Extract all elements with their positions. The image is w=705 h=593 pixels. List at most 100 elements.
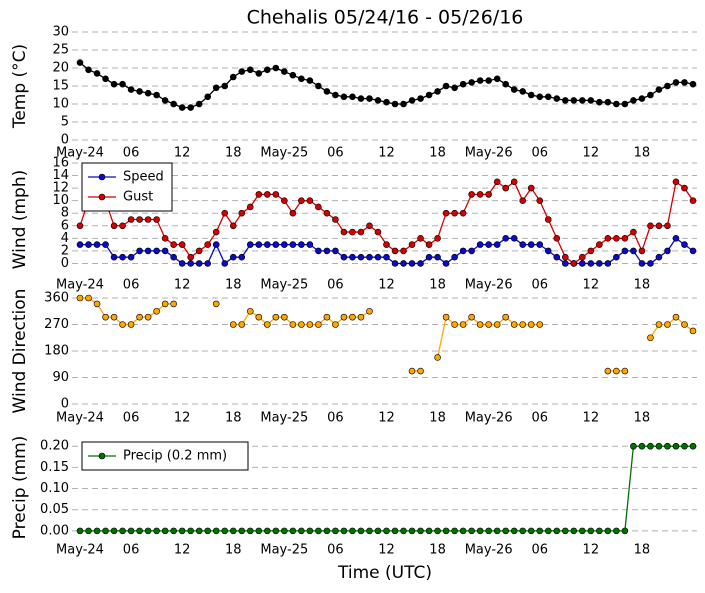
x-tick-label: May-25 xyxy=(260,543,308,558)
data-point xyxy=(672,235,680,242)
data-point xyxy=(408,260,416,267)
data-point xyxy=(349,313,356,321)
x-tick-label: May-26 xyxy=(465,543,513,558)
data-point xyxy=(212,241,220,248)
data-point xyxy=(630,247,637,255)
x-tick-label: 06 xyxy=(123,411,140,426)
data-point xyxy=(204,527,212,535)
data-point xyxy=(689,442,697,450)
data-point xyxy=(332,321,339,328)
data-point xyxy=(510,86,518,93)
y-tick-label: 30 xyxy=(52,25,69,40)
x-tick-label: 12 xyxy=(583,411,600,426)
data-point xyxy=(493,527,501,535)
data-point xyxy=(647,334,654,342)
data-point xyxy=(212,300,220,308)
data-point xyxy=(613,235,620,242)
data-point xyxy=(357,95,365,102)
data-point xyxy=(349,527,356,535)
x-tick-label: 06 xyxy=(123,146,140,161)
data-point xyxy=(621,367,629,375)
data-point xyxy=(281,313,288,321)
data-point xyxy=(153,307,160,315)
data-point xyxy=(374,97,382,104)
data-point xyxy=(161,235,169,242)
data-point xyxy=(442,260,450,267)
data-point xyxy=(681,442,688,450)
data-point xyxy=(315,527,322,535)
data-point xyxy=(187,104,194,111)
data-point xyxy=(178,527,186,535)
data-point xyxy=(596,527,603,535)
data-point xyxy=(621,100,629,108)
data-point xyxy=(366,253,373,261)
data-point xyxy=(255,70,263,77)
data-point xyxy=(476,191,484,198)
x-tick-label: 06 xyxy=(327,146,344,161)
data-point xyxy=(485,241,492,248)
data-point xyxy=(153,216,160,223)
data-point xyxy=(298,321,305,328)
data-point xyxy=(85,527,92,535)
data-point xyxy=(527,91,535,99)
y-tick-label: 12 xyxy=(52,181,69,196)
data-point xyxy=(587,247,595,255)
data-point xyxy=(604,527,612,535)
data-point xyxy=(519,88,527,95)
data-point xyxy=(340,253,348,261)
data-point xyxy=(425,241,433,248)
data-point xyxy=(621,235,629,242)
y-tick-label: 90 xyxy=(52,370,69,385)
data-point xyxy=(187,253,194,261)
data-point xyxy=(613,527,620,535)
data-point xyxy=(621,527,629,535)
data-point xyxy=(655,442,663,450)
data-point xyxy=(383,527,390,535)
y-tick-label: 25 xyxy=(52,43,69,58)
data-point xyxy=(298,197,305,204)
data-point xyxy=(255,313,263,321)
data-point xyxy=(383,241,390,248)
data-point xyxy=(468,313,475,321)
data-point xyxy=(468,79,475,86)
data-point xyxy=(391,100,399,108)
data-point xyxy=(459,247,467,255)
data-point xyxy=(357,253,365,261)
data-point xyxy=(76,241,84,248)
data-point xyxy=(238,209,246,217)
data-point xyxy=(664,321,671,328)
data-point xyxy=(400,247,407,255)
data-point xyxy=(204,93,212,101)
data-point xyxy=(246,307,254,315)
x-tick-label: 12 xyxy=(174,146,191,161)
data-point xyxy=(434,88,441,95)
data-point xyxy=(647,442,654,450)
data-point xyxy=(127,253,135,261)
data-point xyxy=(587,527,595,535)
data-point xyxy=(613,100,620,108)
x-axis-label: Time (UTC) xyxy=(337,563,432,583)
data-point xyxy=(400,260,407,267)
y-axis-label: Wind Direction xyxy=(10,289,30,414)
data-point xyxy=(298,527,305,535)
data-point xyxy=(638,95,646,102)
data-point xyxy=(655,86,663,93)
data-point xyxy=(229,73,237,81)
data-point xyxy=(272,241,280,248)
data-point xyxy=(289,241,297,248)
data-point xyxy=(246,203,254,211)
data-point xyxy=(459,209,467,217)
data-point xyxy=(647,91,654,99)
data-point xyxy=(238,321,246,328)
data-point xyxy=(102,527,109,535)
data-point xyxy=(255,241,263,248)
data-point xyxy=(246,241,254,248)
data-point xyxy=(161,300,169,308)
data-point xyxy=(476,241,484,248)
data-point xyxy=(400,100,407,108)
x-tick-label: 06 xyxy=(327,278,344,293)
x-tick-label: 12 xyxy=(583,146,600,161)
data-point xyxy=(383,98,390,106)
legend-label: Speed xyxy=(123,170,164,185)
x-tick-label: 18 xyxy=(634,278,651,293)
